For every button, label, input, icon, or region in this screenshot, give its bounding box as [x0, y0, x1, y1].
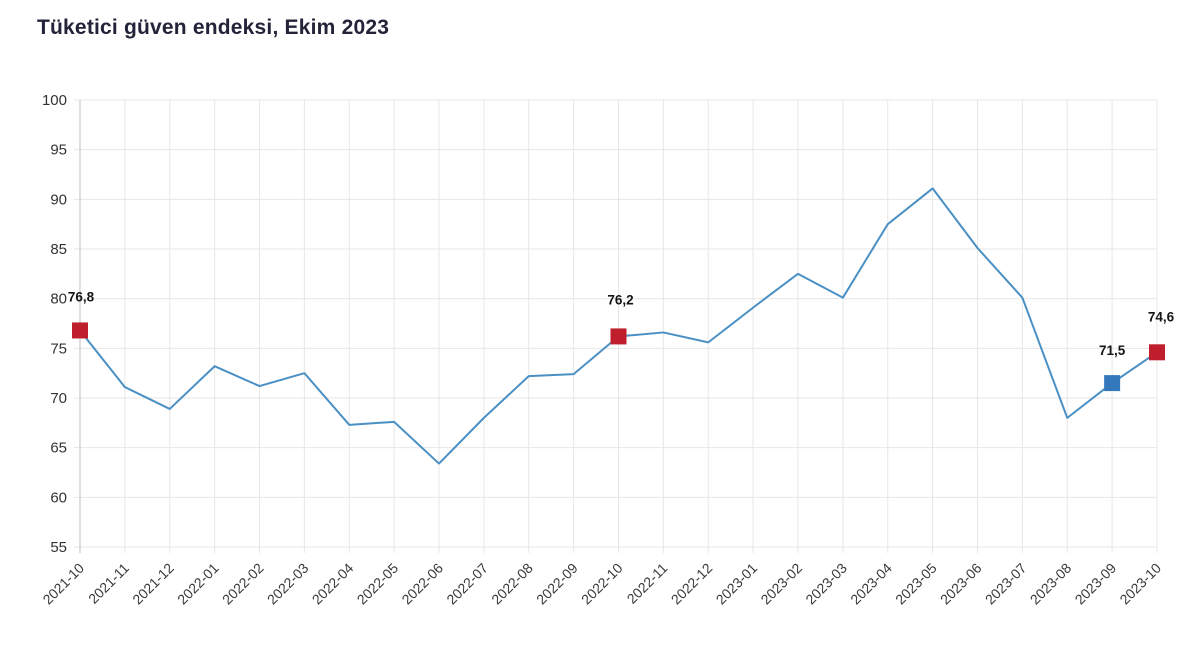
x-tick-label: 2022-06 [398, 560, 446, 608]
y-tick-label: 80 [50, 291, 67, 308]
y-tick-label: 75 [50, 340, 67, 357]
x-tick-label: 2022-11 [624, 560, 671, 607]
data-label: 76,2 [607, 292, 633, 307]
x-tick-label: 2022-02 [219, 560, 267, 608]
x-tick-label: 2023-01 [713, 560, 761, 608]
y-tick-label: 95 [50, 142, 67, 159]
x-tick-label: 2022-03 [264, 560, 312, 608]
x-tick-label: 2021-10 [39, 560, 87, 608]
x-tick-label: 2023-06 [937, 560, 985, 608]
x-tick-label: 2023-09 [1072, 560, 1120, 608]
y-tick-label: 100 [42, 92, 67, 109]
x-tick-label: 2023-04 [847, 560, 895, 608]
data-marker [610, 328, 627, 345]
y-tick-label: 65 [50, 440, 67, 457]
x-tick-label: 2023-03 [802, 560, 850, 608]
x-tick-label: 2022-07 [443, 560, 491, 608]
y-tick-label: 70 [50, 390, 67, 407]
y-tick-label: 85 [50, 241, 67, 258]
data-marker [72, 322, 88, 339]
data-marker [1104, 375, 1121, 392]
x-tick-label: 2023-02 [757, 560, 805, 608]
data-marker [1149, 344, 1165, 361]
data-label: 74,6 [1148, 309, 1175, 324]
x-tick-label: 2021-11 [85, 560, 132, 607]
x-tick-label: 2022-09 [533, 560, 581, 608]
x-tick-label: 2023-05 [892, 560, 940, 608]
x-tick-label: 2022-10 [578, 560, 626, 608]
x-tick-label: 2023-10 [1116, 560, 1164, 608]
y-tick-label: 90 [50, 191, 67, 208]
y-tick-label: 60 [50, 489, 67, 506]
chart-title: Tüketici güven endeksi, Ekim 2023 [37, 16, 390, 39]
x-tick-label: 2022-08 [488, 560, 536, 608]
x-tick-label: 2023-07 [982, 560, 1030, 608]
y-tick-label: 55 [50, 539, 67, 556]
x-tick-label: 2021-12 [129, 560, 177, 608]
data-label: 76,8 [68, 289, 95, 304]
data-label: 71,5 [1099, 343, 1126, 358]
x-tick-label: 2022-05 [354, 560, 402, 608]
x-tick-label: 2023-08 [1027, 560, 1075, 608]
x-tick-label: 2022-12 [668, 560, 716, 608]
x-tick-label: 2022-01 [174, 560, 222, 608]
x-tick-label: 2022-04 [309, 560, 357, 608]
